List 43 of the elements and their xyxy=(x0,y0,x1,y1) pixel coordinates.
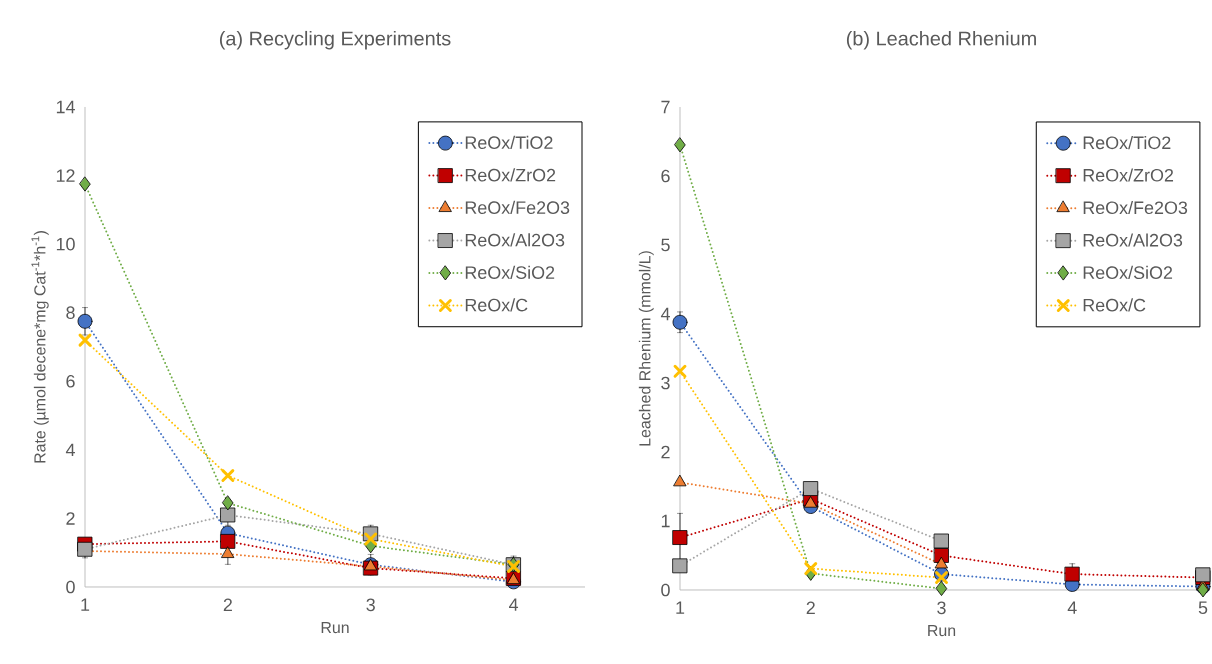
y-tick-label: 4 xyxy=(660,307,670,321)
legend-label: ReOx/TiO2 xyxy=(465,135,553,150)
y-tick-label: 5 xyxy=(661,238,670,252)
legend-label: ReOx/SiO2 xyxy=(1083,265,1173,280)
y-tick-label: 2 xyxy=(66,512,75,525)
legend-label: ReOx/ZrO2 xyxy=(1083,168,1174,182)
legend-label: ReOx/Al2O3 xyxy=(1083,233,1183,247)
x-tick-label: 1 xyxy=(676,601,685,614)
y-tick-label: 0 xyxy=(66,580,75,594)
x-tick-label: 3 xyxy=(366,598,375,612)
x-tick-label: 3 xyxy=(937,601,946,615)
legend-label: ReOx/SiO2 xyxy=(465,265,555,279)
chart-title: (b) Leached Rhenium xyxy=(846,30,1036,50)
y-tick-label: 6 xyxy=(66,374,75,388)
legend-label: ReOx/Fe2O3 xyxy=(1083,200,1188,215)
y-tick-label: 1 xyxy=(661,514,670,528)
y-tick-label: 14 xyxy=(56,100,75,114)
y-tick-label: 6 xyxy=(661,169,670,183)
y-tick-label: 7 xyxy=(661,100,670,114)
legend-label: ReOx/Fe2O3 xyxy=(465,200,570,214)
x-tick-label: 4 xyxy=(1067,601,1077,614)
y-tick-label: 2 xyxy=(661,445,670,459)
x-tick-label: 1 xyxy=(81,598,90,611)
legend-label: ReOx/TiO2 xyxy=(1083,135,1171,150)
x-tick-label: 2 xyxy=(223,598,232,612)
chart-title: (a) Recycling Experiments xyxy=(219,30,451,50)
y-axis-title: Rate (µmol decene*mg Cat$^{-1}$*h$^{-1}$) xyxy=(31,231,49,463)
y-tick-label: 8 xyxy=(66,306,75,320)
legend-label: ReOx/C xyxy=(1083,298,1146,312)
y-tick-label: 12 xyxy=(56,169,75,182)
x-axis-title: Run xyxy=(321,622,349,634)
legend-label: ReOx/ZrO2 xyxy=(465,168,556,182)
x-tick-label: 5 xyxy=(1198,601,1208,615)
legend-label: ReOx/C xyxy=(465,298,528,312)
x-tick-label: 4 xyxy=(509,598,519,611)
y-tick-label: 0 xyxy=(661,583,670,597)
y-tick-label: 4 xyxy=(65,443,75,457)
x-tick-label: 2 xyxy=(806,601,815,615)
legend-label: ReOx/Al2O3 xyxy=(465,233,565,247)
y-axis-title: Leached Rhenium (mmol/L) xyxy=(638,251,654,446)
y-tick-label: 10 xyxy=(56,237,75,251)
x-axis-title: Run xyxy=(928,625,956,637)
y-tick-label: 3 xyxy=(661,376,670,390)
